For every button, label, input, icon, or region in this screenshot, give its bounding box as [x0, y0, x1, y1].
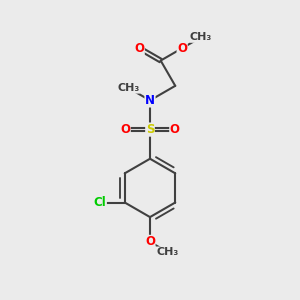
Text: CH₃: CH₃: [157, 247, 179, 257]
Text: N: N: [145, 94, 155, 107]
Text: O: O: [134, 42, 144, 55]
Text: O: O: [177, 42, 187, 55]
Text: Cl: Cl: [94, 196, 106, 209]
Text: CH₃: CH₃: [190, 32, 212, 42]
Text: CH₃: CH₃: [117, 83, 140, 93]
Text: O: O: [120, 123, 130, 136]
Text: S: S: [146, 123, 154, 136]
Text: O: O: [145, 236, 155, 248]
Text: O: O: [170, 123, 180, 136]
